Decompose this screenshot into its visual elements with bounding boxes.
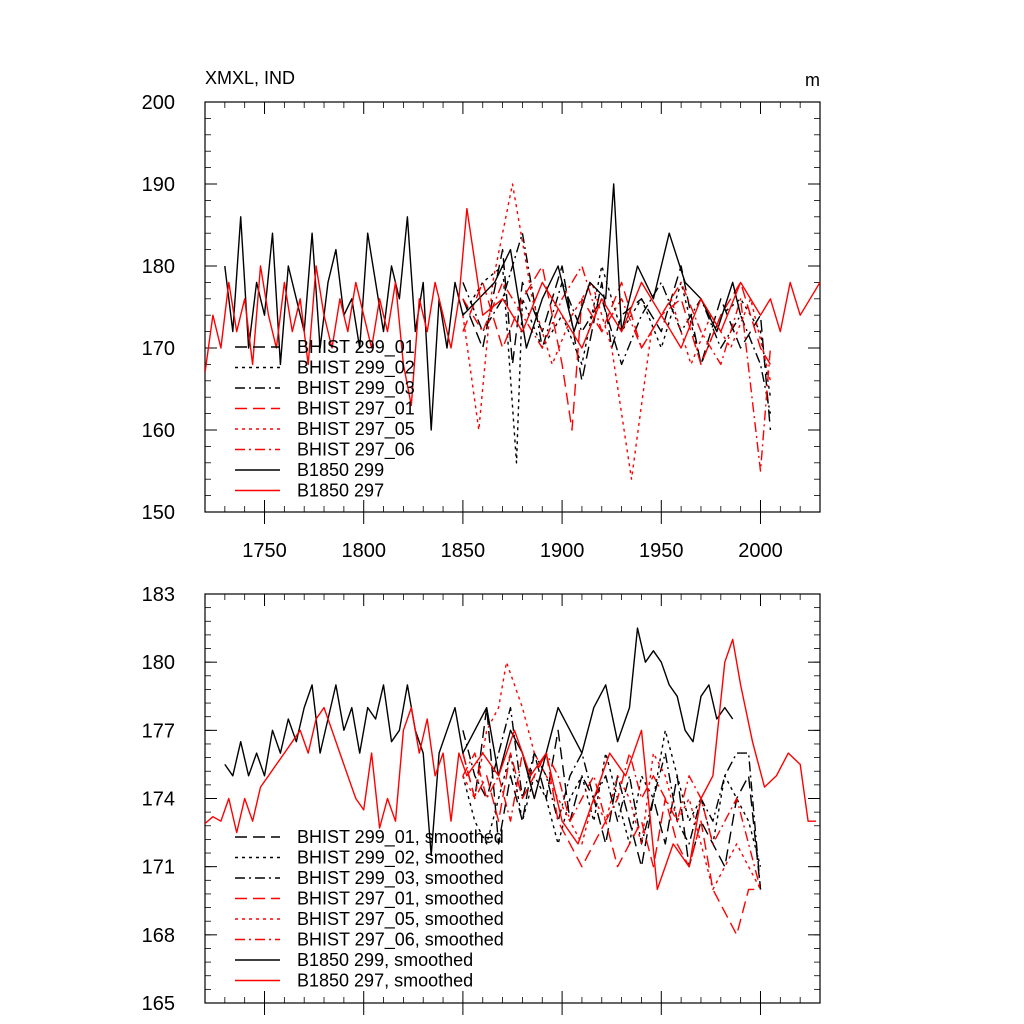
y-tick-label: 168 [142,925,175,947]
series-group [205,183,820,480]
legend-label: B1850 299, smoothed [297,950,473,970]
legend-label: B1850 297 [297,481,384,501]
series-line-4 [462,661,762,891]
series-line-7 [205,207,820,407]
y-tick-label: 171 [142,857,175,879]
plot-frame [204,101,821,513]
y-tick-label: 180 [142,652,175,674]
y-tick-label: 174 [142,789,175,811]
series-line-5 [462,752,762,890]
y-tick-label: 200 [142,92,175,114]
series-line-5 [462,265,772,472]
legend-label: BHIST 299_03, smoothed [297,868,504,889]
x-tick-label: 1850 [441,540,486,562]
y-tick-label: 170 [142,338,175,360]
top-panel: XMXL, IND m 150 160 170 180 190 200 1750 1800 18… [142,68,821,562]
legend-label: BHIST 297_06 [297,440,415,461]
y-tick-label: 150 [142,502,175,524]
legend-label: BHIST 297_05 [297,419,415,440]
legend-label: B1850 299 [297,460,384,480]
top-panel-units: m [805,70,820,90]
bottom-panel: 165 168 171 174 177 180 183 BHIST 299_01, smoot… [142,584,821,1015]
legend-label: BHIST 299_03 [297,378,415,399]
legend-label: BHIST 297_05, smoothed [297,909,504,930]
series-line-6 [224,627,734,856]
series-line-0 [462,706,762,890]
x-tick-label: 1750 [242,540,287,562]
x-tick-label: 1950 [639,540,684,562]
legend-label: BHIST 297_06, smoothed [297,930,504,951]
y-tick-label: 160 [142,420,175,442]
legend-label: BHIST 299_01 [297,337,415,358]
series-line-7 [205,638,816,891]
legend-label: BHIST 299_01, smoothed [297,827,504,848]
legend-label: BHIST 297_01, smoothed [297,889,504,910]
series-line-2 [462,232,772,414]
y-tick-label: 177 [142,720,175,742]
series-line-2 [462,706,762,890]
series-line-3 [462,752,761,936]
y-tick-label: 183 [142,584,175,606]
y-tick-label: 165 [142,993,175,1015]
x-tick-label: 1900 [540,540,585,562]
legend-label: B1850 297, smoothed [297,971,473,991]
top-panel-title: XMXL, IND [205,68,295,88]
x-tick-label: 2000 [738,540,783,562]
y-tick-label: 180 [142,256,175,278]
legend-label: BHIST 299_02, smoothed [297,848,504,869]
series-line-1 [462,265,772,464]
legend-label: BHIST 299_02 [297,358,415,379]
series-group [205,627,816,936]
y-tick-label: 190 [142,174,175,196]
legend-label: BHIST 297_01 [297,399,415,420]
x-tick-label: 1800 [341,540,386,562]
